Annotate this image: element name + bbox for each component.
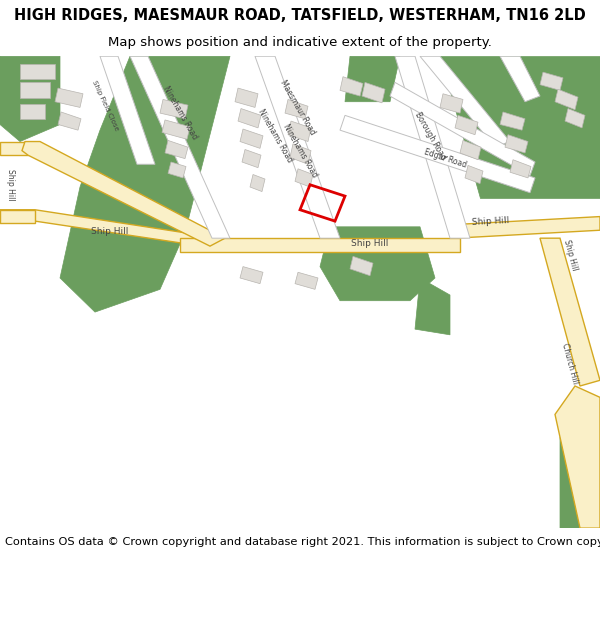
Polygon shape bbox=[415, 278, 450, 335]
Polygon shape bbox=[55, 88, 83, 107]
Polygon shape bbox=[500, 56, 540, 102]
Text: HIGH RIDGES, MAESMAUR ROAD, TATSFIELD, WESTERHAM, TN16 2LD: HIGH RIDGES, MAESMAUR ROAD, TATSFIELD, W… bbox=[14, 8, 586, 23]
Polygon shape bbox=[420, 56, 510, 148]
Polygon shape bbox=[295, 272, 318, 289]
Text: Map shows position and indicative extent of the property.: Map shows position and indicative extent… bbox=[108, 36, 492, 49]
Polygon shape bbox=[168, 162, 186, 178]
Polygon shape bbox=[290, 144, 311, 164]
Text: Church Hill: Church Hill bbox=[560, 342, 580, 385]
Polygon shape bbox=[320, 227, 435, 301]
Polygon shape bbox=[0, 210, 225, 249]
Polygon shape bbox=[242, 149, 261, 168]
Polygon shape bbox=[565, 109, 585, 128]
Text: Ninehams Road: Ninehams Road bbox=[256, 107, 294, 164]
Polygon shape bbox=[180, 238, 460, 252]
Polygon shape bbox=[340, 77, 363, 96]
Text: Maesmaur Road: Maesmaur Road bbox=[278, 78, 317, 136]
Polygon shape bbox=[440, 94, 463, 113]
Text: Edgar Road: Edgar Road bbox=[422, 148, 467, 169]
Polygon shape bbox=[238, 109, 261, 128]
Polygon shape bbox=[350, 256, 373, 276]
Polygon shape bbox=[390, 82, 535, 176]
Text: Ship Field Close: Ship Field Close bbox=[91, 79, 119, 131]
Polygon shape bbox=[340, 116, 535, 192]
Polygon shape bbox=[0, 210, 35, 223]
Polygon shape bbox=[555, 386, 600, 528]
Polygon shape bbox=[58, 112, 81, 130]
Text: Ship Hill: Ship Hill bbox=[352, 239, 389, 248]
Polygon shape bbox=[395, 56, 470, 238]
Polygon shape bbox=[250, 174, 265, 191]
Polygon shape bbox=[500, 112, 525, 130]
Polygon shape bbox=[160, 99, 188, 119]
Polygon shape bbox=[0, 141, 28, 155]
Polygon shape bbox=[362, 82, 385, 103]
Polygon shape bbox=[285, 99, 308, 119]
Polygon shape bbox=[255, 56, 340, 238]
Polygon shape bbox=[60, 56, 230, 312]
Text: Ship Hill: Ship Hill bbox=[91, 227, 128, 236]
Text: Ship Hill: Ship Hill bbox=[562, 239, 578, 272]
Polygon shape bbox=[162, 120, 190, 139]
Polygon shape bbox=[465, 166, 483, 184]
Polygon shape bbox=[560, 414, 600, 528]
Text: Borough Road: Borough Road bbox=[413, 111, 448, 161]
Polygon shape bbox=[288, 121, 311, 141]
Polygon shape bbox=[130, 56, 230, 238]
Polygon shape bbox=[505, 135, 528, 153]
Polygon shape bbox=[440, 56, 600, 198]
Text: Contains OS data © Crown copyright and database right 2021. This information is : Contains OS data © Crown copyright and d… bbox=[5, 537, 600, 547]
Polygon shape bbox=[540, 238, 600, 386]
Polygon shape bbox=[455, 217, 600, 238]
Polygon shape bbox=[295, 169, 313, 187]
Text: Ship Hill: Ship Hill bbox=[5, 169, 14, 201]
Polygon shape bbox=[20, 104, 45, 119]
Text: Ninehams Road: Ninehams Road bbox=[161, 85, 199, 141]
Polygon shape bbox=[555, 89, 578, 110]
Polygon shape bbox=[455, 116, 478, 135]
Polygon shape bbox=[22, 141, 225, 246]
Text: Ninehams Road: Ninehams Road bbox=[281, 122, 319, 179]
Polygon shape bbox=[460, 141, 481, 160]
Polygon shape bbox=[540, 72, 563, 91]
Polygon shape bbox=[510, 160, 531, 178]
Polygon shape bbox=[100, 56, 155, 164]
Text: Ship Hill: Ship Hill bbox=[471, 216, 509, 227]
Polygon shape bbox=[240, 129, 263, 148]
Polygon shape bbox=[345, 56, 400, 102]
Polygon shape bbox=[235, 88, 258, 107]
Polygon shape bbox=[20, 64, 55, 79]
Polygon shape bbox=[0, 56, 60, 141]
Polygon shape bbox=[20, 82, 50, 98]
Polygon shape bbox=[240, 267, 263, 284]
Polygon shape bbox=[165, 141, 188, 159]
